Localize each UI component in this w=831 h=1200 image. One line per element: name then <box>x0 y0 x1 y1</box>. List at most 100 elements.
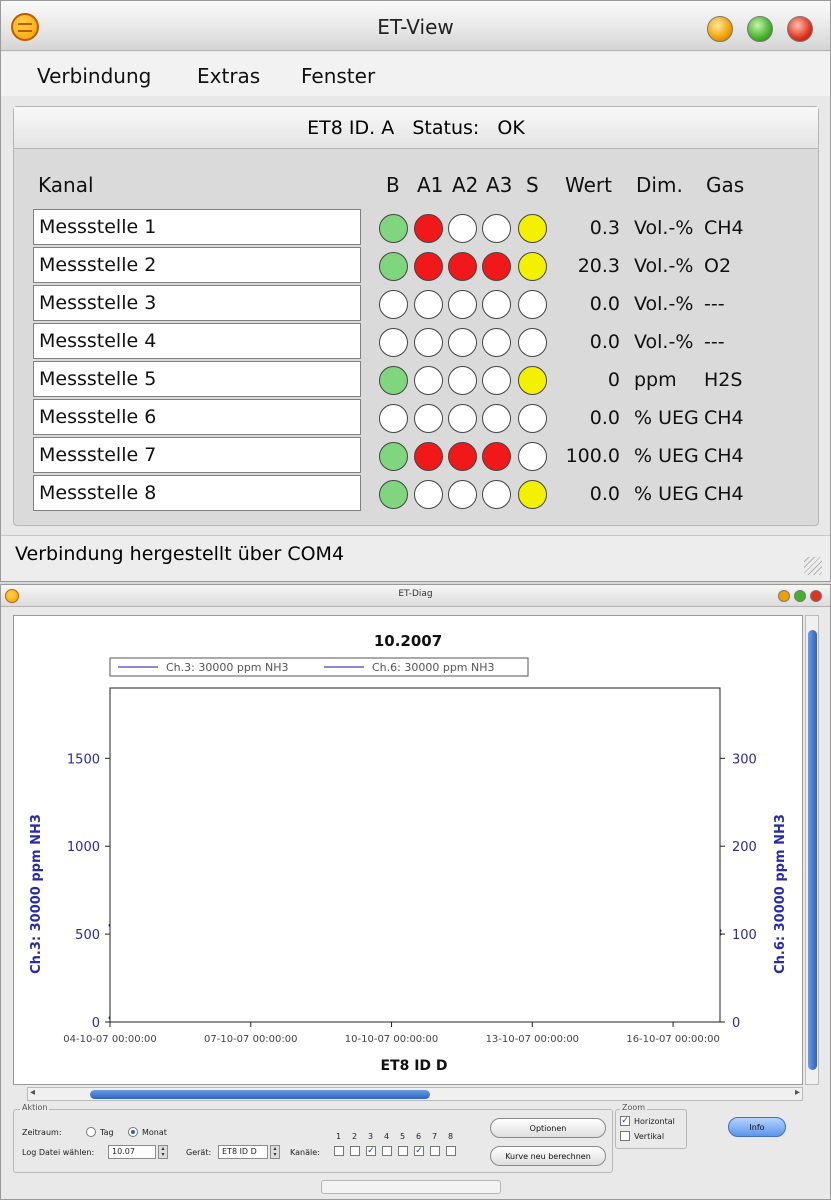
x-tick-label: 04-10-07 00:00:00 <box>63 1034 156 1045</box>
led-b-indicator <box>379 480 408 509</box>
menu-extras[interactable]: Extras <box>197 64 261 88</box>
resize-grip-icon[interactable] <box>804 557 822 575</box>
minimize-button[interactable] <box>707 16 733 42</box>
kanal-number-label: 3 <box>368 1132 374 1141</box>
zoom-vertikal-checkbox[interactable] <box>620 1131 630 1141</box>
channel-name-field[interactable]: Messstelle 6 <box>33 399 361 435</box>
zeitraum-monat-radio[interactable] <box>128 1127 138 1137</box>
maximize-button[interactable] <box>747 16 773 42</box>
menu-verbindung[interactable]: Verbindung <box>37 64 152 88</box>
column-a1: A1 <box>417 173 444 197</box>
status-value: OK <box>497 117 525 139</box>
y-left-tick-label: 1000 <box>67 840 100 855</box>
kanal-checkbox[interactable] <box>446 1146 456 1156</box>
geraet-stepper[interactable]: ▴ ▾ <box>270 1145 280 1159</box>
y-axis-left-label: Ch.3: 30000 ppm NH3 <box>29 814 44 974</box>
led-a3-indicator <box>482 214 511 243</box>
led-a1-indicator <box>414 404 443 433</box>
kanal-checkbox[interactable]: ✓ <box>414 1146 424 1156</box>
kanal-checkbox[interactable] <box>382 1146 392 1156</box>
device-panel: ET8 ID. A Status: OK Kanal B A1 A2 A3 S … <box>13 106 819 526</box>
scroll-right-icon[interactable]: ▸ <box>794 1087 800 1098</box>
column-s: S <box>526 173 539 197</box>
led-b-indicator <box>379 214 408 243</box>
channel-value: 20.3 <box>577 255 620 277</box>
kurve-neu-berechnen-button[interactable]: Kurve neu berechnen <box>490 1146 606 1166</box>
close-button[interactable] <box>810 590 822 602</box>
horizontal-scrollbar[interactable]: ◂ ▸ <box>27 1087 803 1101</box>
zoom-horizontal-checkbox[interactable]: ✓ <box>620 1116 630 1126</box>
led-a3-indicator <box>482 480 511 509</box>
led-s-indicator <box>518 442 547 471</box>
channel-dimension: ppm <box>634 369 677 391</box>
app-logo-icon <box>11 13 39 41</box>
led-a2-indicator <box>448 404 477 433</box>
kanaele-label: Kanäle: <box>290 1148 320 1157</box>
led-s-indicator <box>518 366 547 395</box>
kanal-checkbox[interactable]: ✓ <box>366 1146 376 1156</box>
window-title: ET-Diag <box>398 589 433 599</box>
channel-name-field[interactable]: Messstelle 7 <box>33 437 361 473</box>
column-gas: Gas <box>706 173 745 197</box>
led-b-indicator <box>379 404 408 433</box>
menu-fenster[interactable]: Fenster <box>301 64 376 88</box>
legend-entry: Ch.3: 30000 ppm NH3 <box>166 661 289 674</box>
channel-gas: --- <box>704 293 725 315</box>
geraet-label: Gerät: <box>186 1148 212 1157</box>
geraet-field[interactable]: ET8 ID D <box>218 1145 268 1159</box>
channel-dimension: % UEG <box>634 445 699 467</box>
channel-name-field[interactable]: Messstelle 2 <box>33 247 361 283</box>
led-a1-indicator <box>414 366 443 395</box>
minimize-button[interactable] <box>778 590 790 602</box>
led-a3-indicator <box>482 366 511 395</box>
horizontal-scroll-thumb[interactable] <box>90 1090 430 1099</box>
column-a3: A3 <box>486 173 513 197</box>
channel-name-field[interactable]: Messstelle 5 <box>33 361 361 397</box>
vertical-scrollbar[interactable] <box>805 615 819 1085</box>
kanal-checkbox[interactable] <box>398 1146 408 1156</box>
channel-dimension: Vol.-% <box>634 217 694 239</box>
channel-name-field[interactable]: Messstelle 3 <box>33 285 361 321</box>
kanal-number-label: 8 <box>448 1132 454 1141</box>
scroll-left-icon[interactable]: ◂ <box>30 1087 36 1098</box>
et-diag-titlebar[interactable]: ET-Diag <box>1 585 830 607</box>
nh3-chart: 04-10-07 00:00:00 07-10-07 00:00:00 10-10-… <box>29 632 788 1074</box>
y-right-tick-label: 0 <box>732 1016 740 1031</box>
zoom-group: Zoom ✓ Horizontal Vertikal <box>615 1103 687 1149</box>
connection-status: Verbindung hergestellt über COM4 <box>15 543 345 565</box>
led-a1-indicator <box>414 480 443 509</box>
led-b-indicator <box>379 328 408 357</box>
x-axis-label: ET8 ID D <box>380 1058 447 1074</box>
channel-name-field[interactable]: Messstelle 1 <box>33 209 361 245</box>
kanal-checkbox[interactable] <box>334 1146 344 1156</box>
channel-row: Messstelle 7 100.0 % UEG CH4 <box>14 437 820 475</box>
x-tick-label: 13-10-07 00:00:00 <box>486 1034 579 1045</box>
channel-name-field[interactable]: Messstelle 4 <box>33 323 361 359</box>
channel-row: Messstelle 1 0.3 Vol.-% CH4 <box>14 209 820 247</box>
led-a1-indicator <box>414 328 443 357</box>
maximize-button[interactable] <box>794 590 806 602</box>
channel-value: 0.0 <box>589 407 620 429</box>
y-right-tick-label: 300 <box>732 752 757 767</box>
channel-value: 0 <box>607 369 620 391</box>
channel-name-field[interactable]: Messstelle 8 <box>33 475 361 511</box>
close-button[interactable] <box>787 16 813 42</box>
channel-dimension: % UEG <box>634 483 699 505</box>
channel-gas: CH4 <box>704 217 744 239</box>
led-a2-indicator <box>448 252 477 281</box>
kanal-checkbox[interactable] <box>430 1146 440 1156</box>
info-button[interactable]: Info <box>728 1117 786 1137</box>
et-view-titlebar[interactable]: ET-View <box>1 1 830 51</box>
channel-gas: CH4 <box>704 407 744 429</box>
status-bar: Verbindung hergestellt über COM4 <box>1 535 830 581</box>
optionen-button[interactable]: Optionen <box>490 1118 606 1138</box>
kanal-checkbox[interactable] <box>350 1146 360 1156</box>
led-a3-indicator <box>482 290 511 319</box>
vertical-scroll-thumb[interactable] <box>808 630 817 1070</box>
column-kanal: Kanal <box>38 173 94 197</box>
kanal-number-label: 6 <box>416 1132 422 1141</box>
zeitraum-tag-radio[interactable] <box>86 1127 96 1137</box>
logdatei-field[interactable]: 10.07 <box>108 1145 156 1159</box>
aktion-title: Aktion <box>20 1103 50 1112</box>
logdatei-stepper[interactable]: ▴ ▾ <box>158 1145 168 1159</box>
